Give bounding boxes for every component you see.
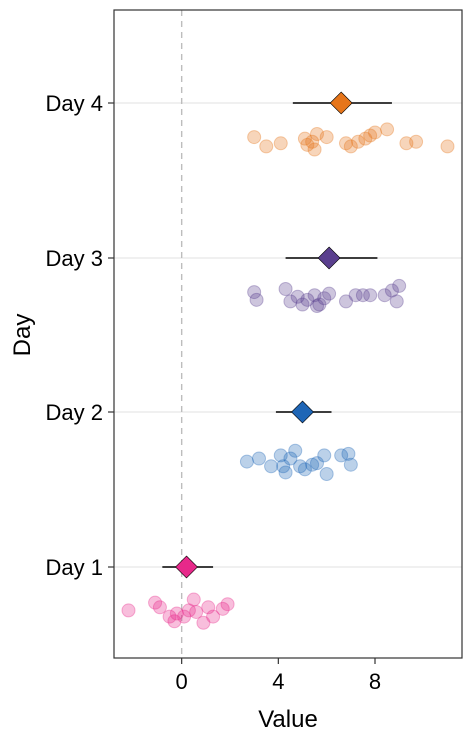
data-point <box>399 136 414 151</box>
data-point <box>196 615 211 630</box>
mean-marker-1 <box>175 555 198 579</box>
data-point <box>305 134 320 149</box>
data-points <box>121 122 455 630</box>
data-point <box>317 448 332 463</box>
data-point <box>295 297 310 312</box>
data-point <box>189 604 204 619</box>
axes: 0 4 8 Day 1 Day 2 Day 3 Day 4 <box>46 91 382 694</box>
data-point <box>317 291 332 306</box>
data-point <box>310 456 324 471</box>
data-point <box>273 136 288 151</box>
data-point <box>343 457 358 472</box>
data-point <box>392 278 407 293</box>
data-point <box>297 131 312 146</box>
data-point <box>380 122 395 137</box>
data-point <box>358 131 373 146</box>
data-point <box>339 294 353 309</box>
data-point <box>283 451 298 466</box>
data-point <box>307 142 322 157</box>
y-tick-label: Day 3 <box>46 246 103 271</box>
y-axis-title: Day <box>9 314 36 357</box>
data-point <box>305 457 320 472</box>
data-point <box>239 454 254 469</box>
x-tick-label: 8 <box>369 669 381 694</box>
y-tick-label: Day 2 <box>46 400 103 425</box>
data-point <box>169 606 184 621</box>
x-tick-label: 0 <box>176 669 188 694</box>
data-point <box>283 294 298 309</box>
data-point <box>363 128 378 143</box>
mean-markers <box>162 91 392 579</box>
data-point <box>355 288 370 303</box>
data-point <box>310 299 324 314</box>
data-point <box>300 137 315 152</box>
data-point <box>319 130 334 145</box>
data-point <box>312 297 327 312</box>
mean-marker-3 <box>317 246 341 270</box>
data-point <box>300 292 315 307</box>
data-point <box>215 601 230 616</box>
data-point <box>264 459 279 474</box>
data-point <box>288 443 303 458</box>
data-point <box>278 465 293 480</box>
data-point <box>351 134 366 149</box>
data-point <box>206 609 221 624</box>
data-point <box>186 592 201 607</box>
data-point <box>152 600 167 615</box>
plot-background <box>114 10 462 658</box>
plot-border <box>113 9 463 659</box>
data-point <box>259 139 274 154</box>
data-point <box>247 285 262 300</box>
data-point <box>121 603 136 618</box>
data-point <box>290 289 305 304</box>
x-tick-label: 4 <box>272 669 284 694</box>
mean-marker-2 <box>291 400 314 424</box>
x-axis-title: Value <box>258 706 318 733</box>
data-point <box>322 286 337 301</box>
plot-frame <box>113 9 463 659</box>
y-tick-label: Day 1 <box>46 555 103 580</box>
data-point <box>377 288 392 303</box>
data-point <box>201 600 216 615</box>
data-point <box>220 597 235 612</box>
data-point <box>148 595 163 610</box>
data-point <box>297 462 312 477</box>
data-point <box>348 288 363 303</box>
data-point <box>249 292 264 307</box>
data-point <box>384 283 399 298</box>
y-tick-label: Day 4 <box>46 91 103 116</box>
data-point <box>319 467 334 481</box>
data-point <box>293 459 308 474</box>
data-point <box>368 125 382 140</box>
data-point <box>247 130 262 145</box>
data-point <box>181 603 196 618</box>
data-point <box>334 448 349 463</box>
data-point <box>343 139 358 154</box>
data-point <box>310 127 324 141</box>
plot-area <box>114 10 462 658</box>
data-point <box>273 448 288 463</box>
data-point <box>276 459 291 474</box>
data-point <box>307 288 322 303</box>
data-point <box>363 288 378 303</box>
data-point <box>252 451 266 466</box>
data-point <box>440 139 455 154</box>
data-point <box>339 136 353 151</box>
data-point <box>341 446 356 461</box>
mean-marker-4 <box>329 91 353 115</box>
data-point <box>177 609 192 624</box>
data-point <box>162 609 177 624</box>
data-point <box>278 282 293 296</box>
data-point <box>409 134 424 149</box>
data-point <box>389 294 404 309</box>
data-point <box>167 614 182 629</box>
